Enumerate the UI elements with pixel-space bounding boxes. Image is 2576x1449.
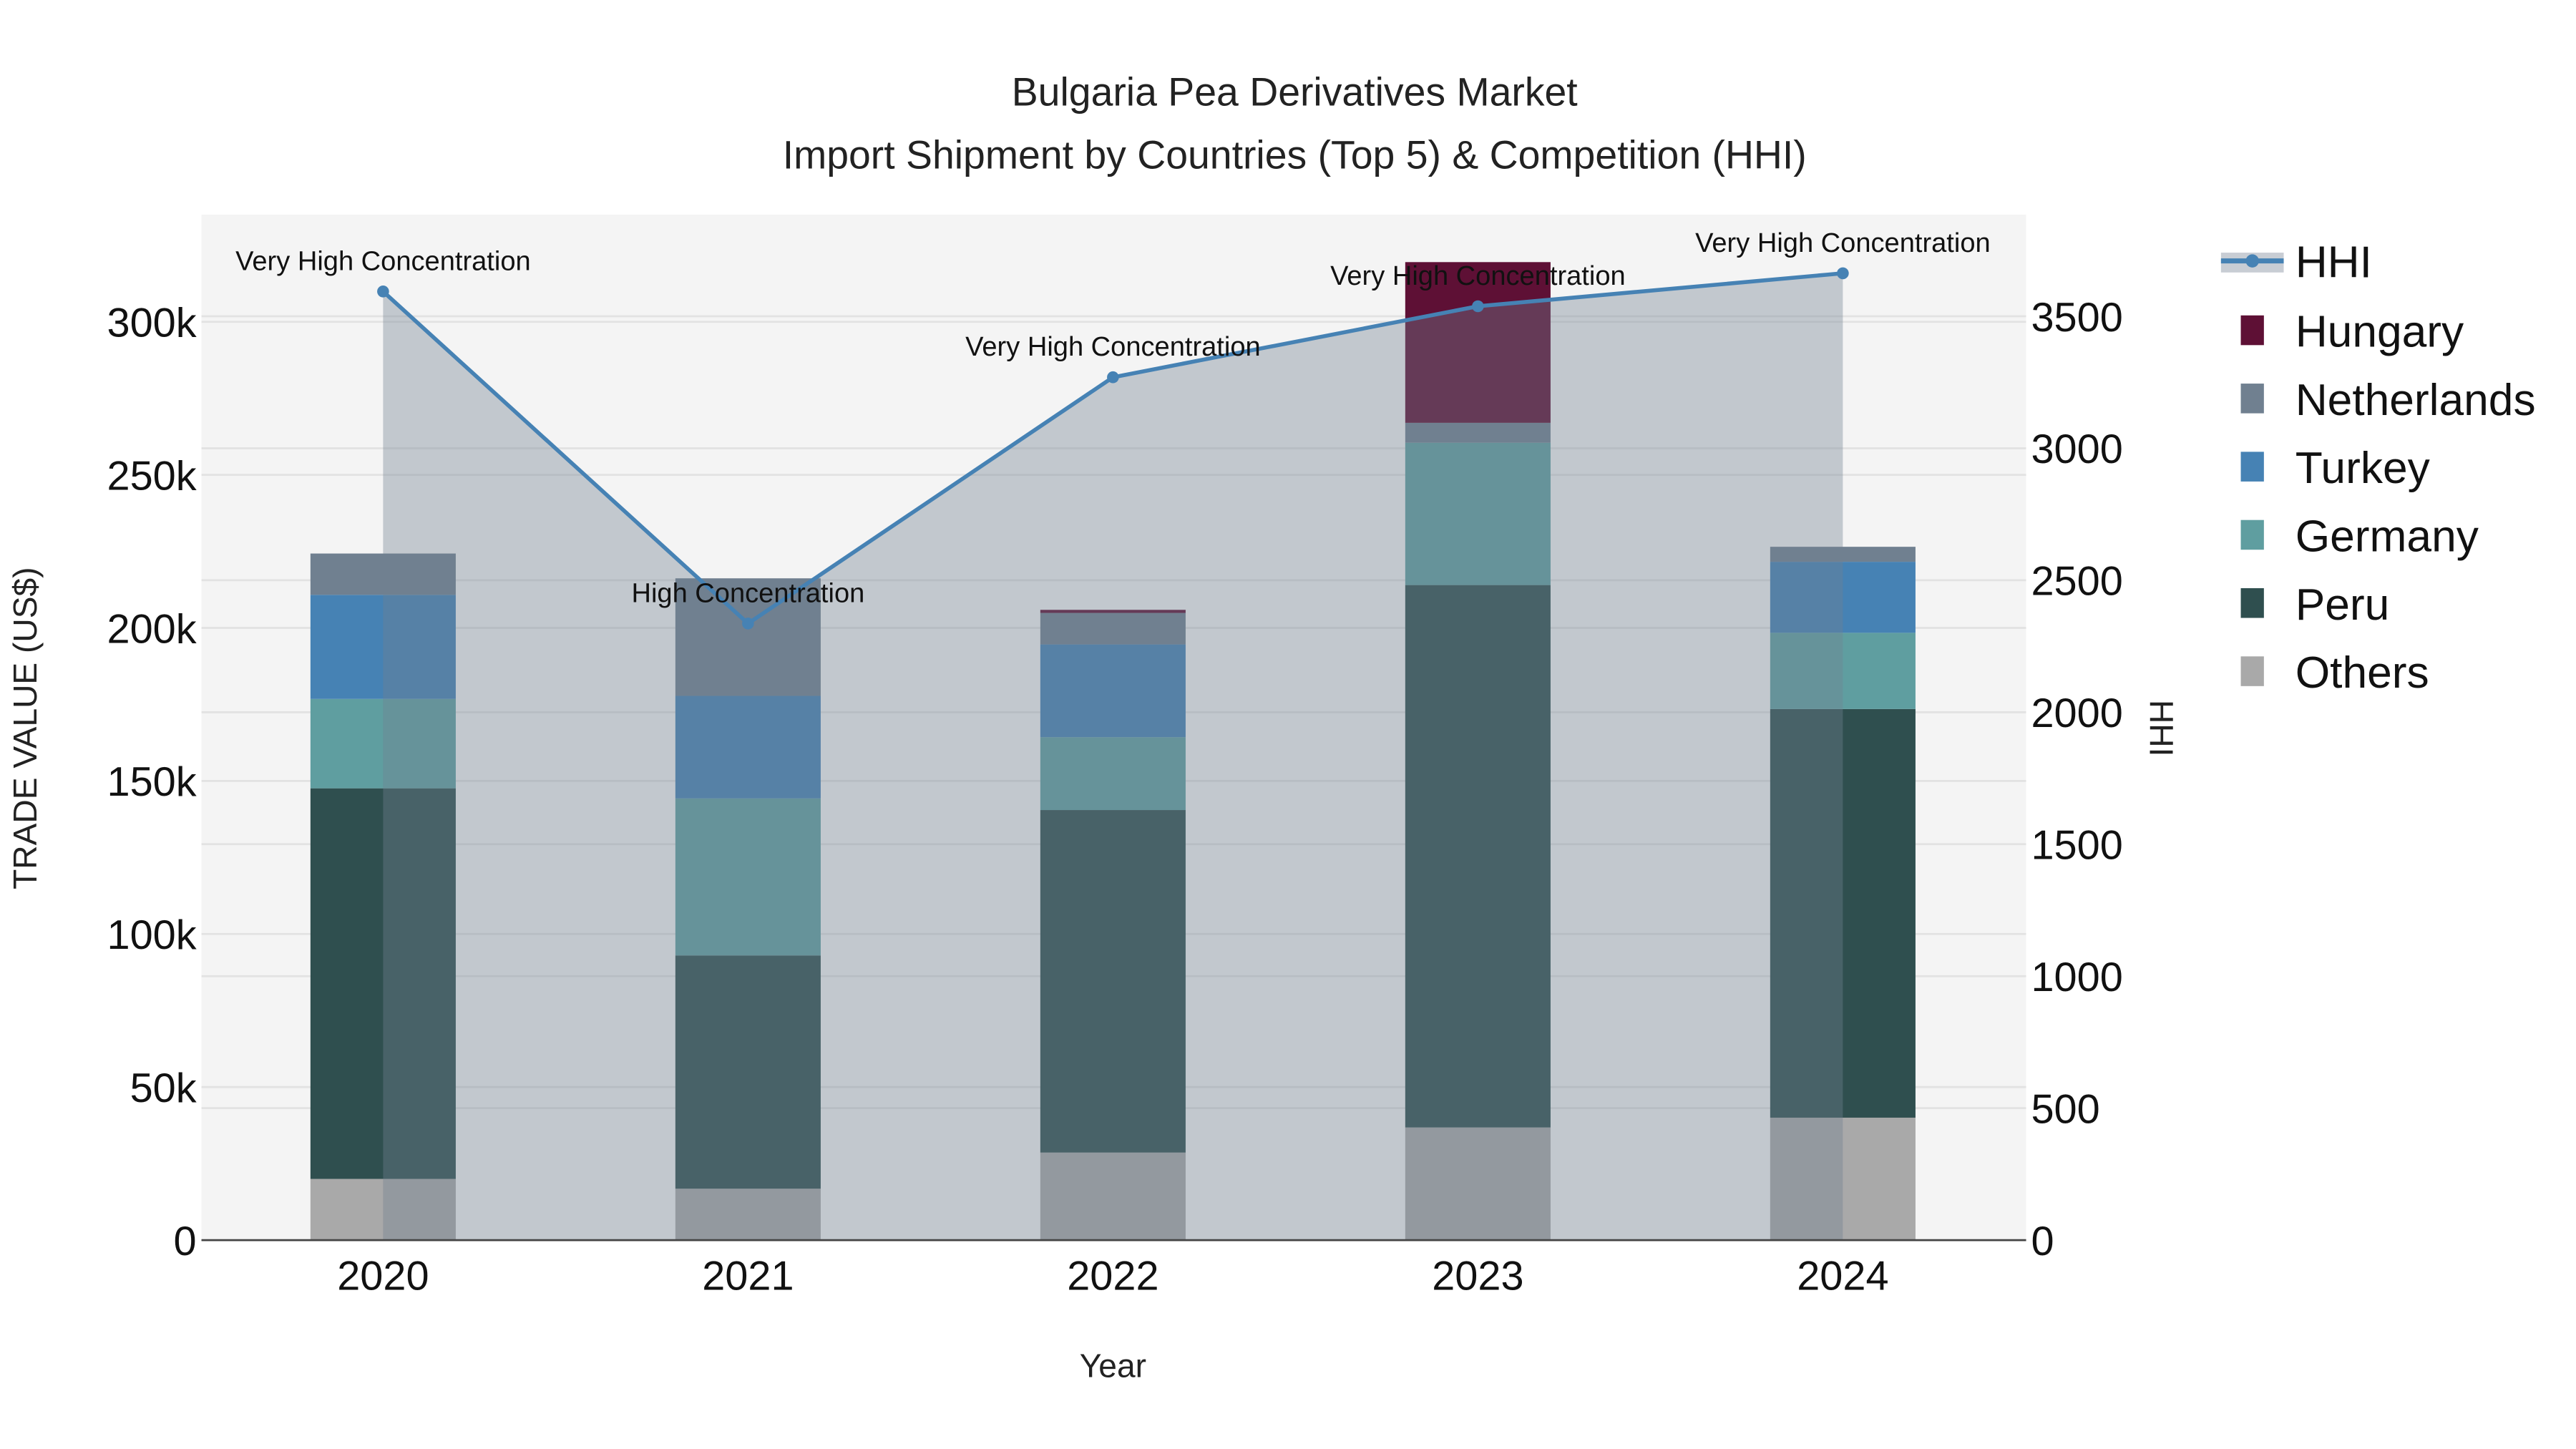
bars bbox=[310, 262, 1916, 1241]
bar-netherlands-2024 bbox=[1770, 547, 1916, 562]
y-tick-label: 0 bbox=[174, 1219, 197, 1264]
bar-hungary-2022 bbox=[1040, 610, 1186, 613]
bar-turkey-2024 bbox=[1770, 562, 1916, 633]
y-tick-label: 300k bbox=[107, 300, 197, 346]
y2-tick-label: 2000 bbox=[2031, 691, 2122, 736]
bar-others-2023 bbox=[1405, 1127, 1551, 1241]
bar-germany-2023 bbox=[1405, 442, 1551, 585]
y2-axis-title: HHI bbox=[2143, 700, 2180, 756]
chart-subtitle: Import Shipment by Countries (Top 5) & C… bbox=[783, 132, 1807, 177]
x-axis-title: Year bbox=[1080, 1347, 1146, 1385]
y-tick-label: 50k bbox=[130, 1065, 197, 1111]
legend-label-turkey: Turkey bbox=[2296, 444, 2431, 493]
bar-peru-2021 bbox=[675, 955, 821, 1189]
hhi-annotation: High Concentration bbox=[631, 578, 864, 608]
bar-turkey-2022 bbox=[1040, 644, 1186, 738]
hhi-point bbox=[1107, 371, 1119, 384]
y2-tick-label: 3000 bbox=[2031, 426, 2122, 472]
bar-others-2021 bbox=[675, 1189, 821, 1241]
bar-germany-2021 bbox=[675, 798, 821, 956]
bar-netherlands-2020 bbox=[310, 553, 456, 595]
y-tick-label: 100k bbox=[107, 912, 197, 958]
legend-swatch-peru bbox=[2240, 588, 2264, 618]
x-tick-label: 2023 bbox=[1432, 1253, 1523, 1299]
hhi-annotation: Very High Concentration bbox=[965, 332, 1261, 362]
axes: 0 50k 100k 150k 200k 250k 300k 0 500 1000 1500 2000… bbox=[107, 295, 2123, 1299]
bar-hungary-2023 bbox=[1405, 262, 1551, 423]
y2-tick-label: 1000 bbox=[2031, 955, 2122, 1000]
legend-label-others: Others bbox=[2296, 648, 2429, 698]
legend-label-hhi: HHI bbox=[2296, 238, 2372, 288]
bar-germany-2020 bbox=[310, 698, 456, 789]
hhi-annotation: Very High Concentration bbox=[1695, 228, 1991, 258]
x-tick-label: 2024 bbox=[1797, 1253, 1888, 1299]
legend-swatch-others bbox=[2240, 656, 2264, 686]
legend-swatch-turkey bbox=[2240, 452, 2264, 482]
legend-label-peru: Peru bbox=[2296, 580, 2390, 630]
y-tick-label: 250k bbox=[107, 453, 197, 499]
bar-others-2020 bbox=[310, 1179, 456, 1241]
y-tick-label: 150k bbox=[107, 759, 197, 805]
y2-tick-label: 1500 bbox=[2031, 823, 2122, 869]
legend-hhi-marker bbox=[2245, 254, 2259, 268]
x-tick-label: 2020 bbox=[337, 1253, 429, 1299]
hhi-annotation: Very High Concentration bbox=[1330, 261, 1626, 291]
legend: HHI Hungary Netherlands Turkey Germany Peru Ot… bbox=[2220, 238, 2536, 698]
bar-turkey-2021 bbox=[675, 696, 821, 799]
hhi-series: Very High Concentration High Concentratio… bbox=[235, 228, 1991, 1241]
legend-swatch-netherlands bbox=[2240, 384, 2264, 414]
bar-turkey-2020 bbox=[310, 595, 456, 699]
bar-peru-2022 bbox=[1040, 810, 1186, 1153]
hhi-point bbox=[1472, 300, 1484, 313]
y2-tick-label: 2500 bbox=[2031, 559, 2122, 605]
x-tick-label: 2021 bbox=[702, 1253, 794, 1299]
x-tick-label: 2022 bbox=[1067, 1253, 1158, 1299]
y2-tick-label: 500 bbox=[2031, 1086, 2099, 1132]
bar-germany-2022 bbox=[1040, 737, 1186, 811]
bar-others-2024 bbox=[1770, 1117, 1916, 1241]
legend-swatch-hungary bbox=[2240, 315, 2264, 346]
y-tick-label: 200k bbox=[107, 606, 197, 652]
bar-germany-2024 bbox=[1770, 633, 1916, 709]
hhi-area bbox=[383, 273, 1843, 1241]
chart-title: Bulgaria Pea Derivatives Market bbox=[1012, 70, 1578, 114]
bar-netherlands-2021 bbox=[675, 578, 821, 696]
bar-netherlands-2022 bbox=[1040, 613, 1186, 645]
legend-label-germany: Germany bbox=[2296, 512, 2479, 562]
hhi-point bbox=[742, 618, 754, 630]
y2-tick-label: 3500 bbox=[2031, 295, 2122, 341]
hhi-point bbox=[1837, 267, 1849, 280]
bar-peru-2023 bbox=[1405, 585, 1551, 1128]
legend-label-hungary: Hungary bbox=[2296, 308, 2464, 357]
hhi-annotation: Very High Concentration bbox=[235, 246, 531, 276]
legend-swatch-germany bbox=[2240, 519, 2264, 550]
bar-peru-2020 bbox=[310, 788, 456, 1179]
bar-peru-2024 bbox=[1770, 708, 1916, 1118]
y-axis-title: TRADE VALUE (US$) bbox=[6, 567, 44, 889]
hhi-point bbox=[377, 286, 389, 298]
bar-netherlands-2023 bbox=[1405, 422, 1551, 443]
legend-label-netherlands: Netherlands bbox=[2296, 376, 2536, 425]
bar-others-2022 bbox=[1040, 1152, 1186, 1241]
y2-tick-label: 0 bbox=[2031, 1219, 2054, 1264]
